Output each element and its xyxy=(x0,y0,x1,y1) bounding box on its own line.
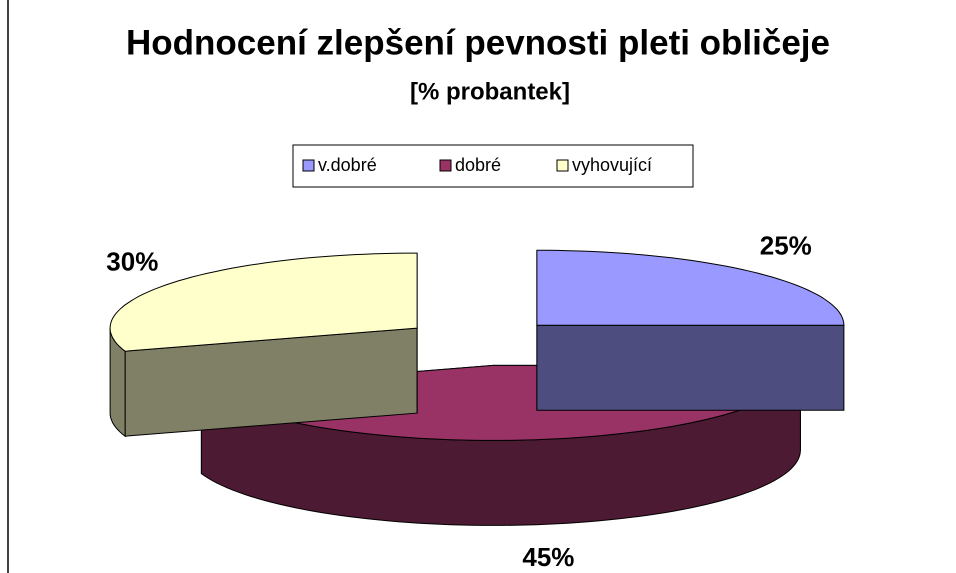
legend-box xyxy=(292,144,694,188)
legend-swatch xyxy=(439,159,452,172)
pie-slice xyxy=(536,249,845,411)
slice-wall xyxy=(536,324,845,411)
slice-top xyxy=(536,249,845,326)
legend-label: vyhovující xyxy=(572,155,652,175)
pie-slice xyxy=(109,252,418,438)
chart-subtitle: [% probantek] xyxy=(410,78,570,105)
slice-top xyxy=(109,252,418,352)
pie: 25% 45% 30% xyxy=(106,230,845,572)
legend-swatch xyxy=(556,159,569,172)
legend: v.dobré dobré vyhovující xyxy=(292,144,694,188)
legend-label: dobré xyxy=(455,155,501,175)
chart-title: Hodnocení zlepšení pevnosti pleti obliče… xyxy=(126,23,830,62)
legend-swatch xyxy=(302,159,315,172)
legend-label: v.dobré xyxy=(318,155,377,175)
data-label: 30% xyxy=(106,246,158,276)
data-label: 45% xyxy=(522,542,574,572)
data-label: 25% xyxy=(760,230,812,260)
